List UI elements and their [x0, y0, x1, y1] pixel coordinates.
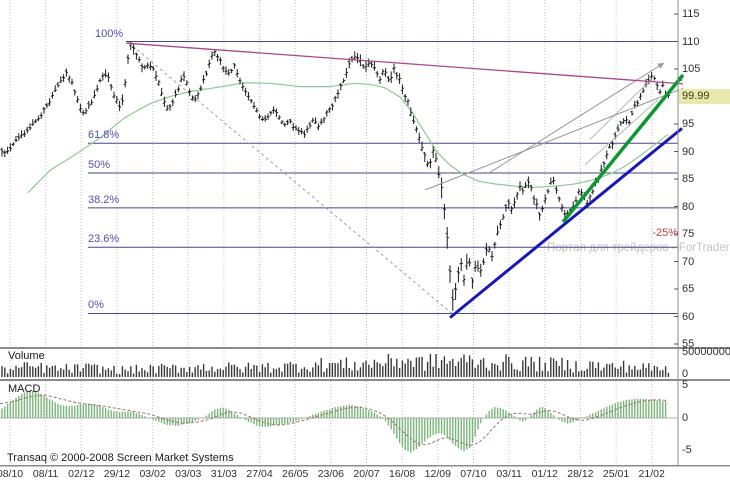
price-volume-separator	[0, 347, 730, 349]
arrowhead	[657, 63, 664, 69]
watermark: Портал для трейдеров - ForTrader.ru	[547, 242, 730, 254]
fib-lines	[88, 41, 678, 314]
candlesticks	[0, 41, 670, 311]
trendlines	[125, 42, 685, 319]
volume-macd-separator	[0, 379, 730, 381]
arrowhead	[676, 75, 683, 82]
gridlines	[9, 0, 653, 465]
moving-average-line	[27, 82, 669, 194]
volume-bars	[1, 354, 670, 377]
bottom-separator	[0, 465, 730, 467]
macd-histogram	[1, 390, 667, 453]
